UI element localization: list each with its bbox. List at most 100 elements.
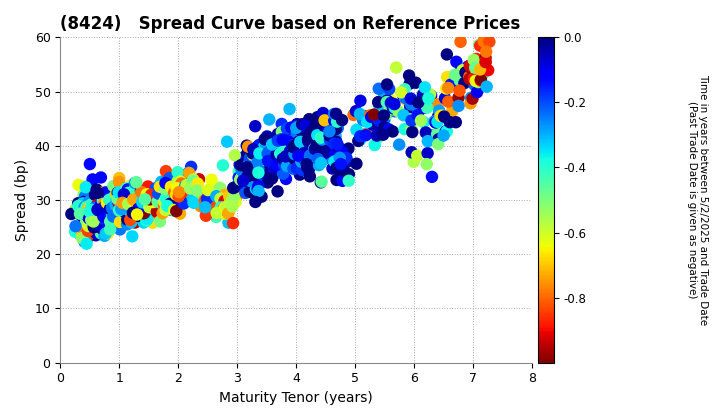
Point [138, 210, 149, 217]
Point [96, 189, 108, 196]
Point [118, 208, 130, 215]
Point [253, 173, 265, 180]
Point [91, 226, 102, 233]
Point [174, 210, 186, 217]
Point [450, 119, 462, 126]
Point [129, 219, 140, 226]
Point [280, 142, 292, 148]
Point [333, 164, 345, 171]
Point [291, 129, 302, 136]
Point [209, 199, 220, 205]
Point [73, 230, 84, 236]
Point [101, 200, 112, 206]
Point [161, 178, 173, 185]
Point [288, 165, 300, 172]
Point [373, 118, 384, 124]
Point [107, 213, 119, 220]
Point [163, 189, 174, 196]
Point [399, 86, 410, 93]
Point [299, 147, 310, 154]
Point [89, 205, 100, 211]
Point [93, 205, 104, 212]
Point [321, 126, 333, 132]
Point [388, 102, 400, 109]
Point [91, 219, 103, 226]
Point [318, 118, 330, 125]
Point [83, 223, 94, 230]
Point [115, 211, 127, 218]
Point [332, 125, 343, 131]
Point [405, 104, 417, 110]
Point [280, 153, 292, 160]
Point [80, 205, 91, 212]
Point [372, 119, 384, 126]
Point [123, 207, 135, 214]
Point [303, 166, 315, 173]
Point [241, 164, 253, 171]
Point [355, 97, 366, 104]
Point [129, 205, 140, 211]
Point [422, 95, 433, 102]
Point [109, 193, 120, 200]
Point [104, 218, 116, 225]
Point [113, 200, 125, 207]
Point [413, 109, 424, 116]
Point [312, 132, 323, 139]
Point [160, 195, 171, 202]
Point [241, 167, 253, 174]
Point [258, 161, 270, 168]
Point [422, 150, 433, 157]
Point [206, 176, 217, 183]
Point [146, 194, 158, 200]
Point [95, 174, 107, 181]
Point [251, 152, 263, 159]
Point [276, 161, 287, 168]
Point [328, 118, 340, 124]
Point [296, 155, 307, 161]
Point [449, 71, 461, 78]
Point [114, 211, 125, 218]
Point [266, 156, 278, 163]
Point [276, 144, 288, 150]
Point [135, 191, 147, 198]
Point [129, 201, 140, 207]
Point [220, 192, 231, 198]
Point [172, 181, 184, 187]
Point [482, 67, 494, 74]
Point [292, 154, 303, 161]
Point [258, 144, 269, 151]
Point [310, 122, 321, 129]
Point [379, 116, 390, 123]
Point [343, 171, 355, 178]
Text: (8424)   Spread Curve based on Reference Prices: (8424) Spread Curve based on Reference P… [60, 15, 521, 33]
Point [114, 195, 125, 202]
Point [383, 126, 395, 133]
Point [270, 165, 282, 172]
Point [262, 179, 274, 186]
Point [272, 131, 284, 137]
Point [252, 171, 264, 177]
Point [247, 157, 258, 164]
Point [119, 198, 130, 205]
Point [109, 213, 121, 220]
Point [205, 194, 217, 200]
Point [154, 218, 166, 225]
Point [117, 190, 129, 197]
Point [81, 210, 92, 217]
Point [130, 202, 142, 209]
Point [81, 220, 93, 226]
Point [292, 152, 304, 159]
Point [295, 158, 307, 164]
Point [239, 174, 251, 181]
Point [125, 182, 137, 189]
Point [378, 91, 390, 97]
Point [309, 123, 320, 129]
Point [103, 211, 114, 218]
Point [318, 110, 329, 116]
Point [472, 89, 483, 96]
Point [123, 206, 135, 213]
Point [96, 205, 107, 212]
Point [188, 176, 199, 183]
Point [183, 170, 194, 176]
Point [82, 202, 94, 209]
